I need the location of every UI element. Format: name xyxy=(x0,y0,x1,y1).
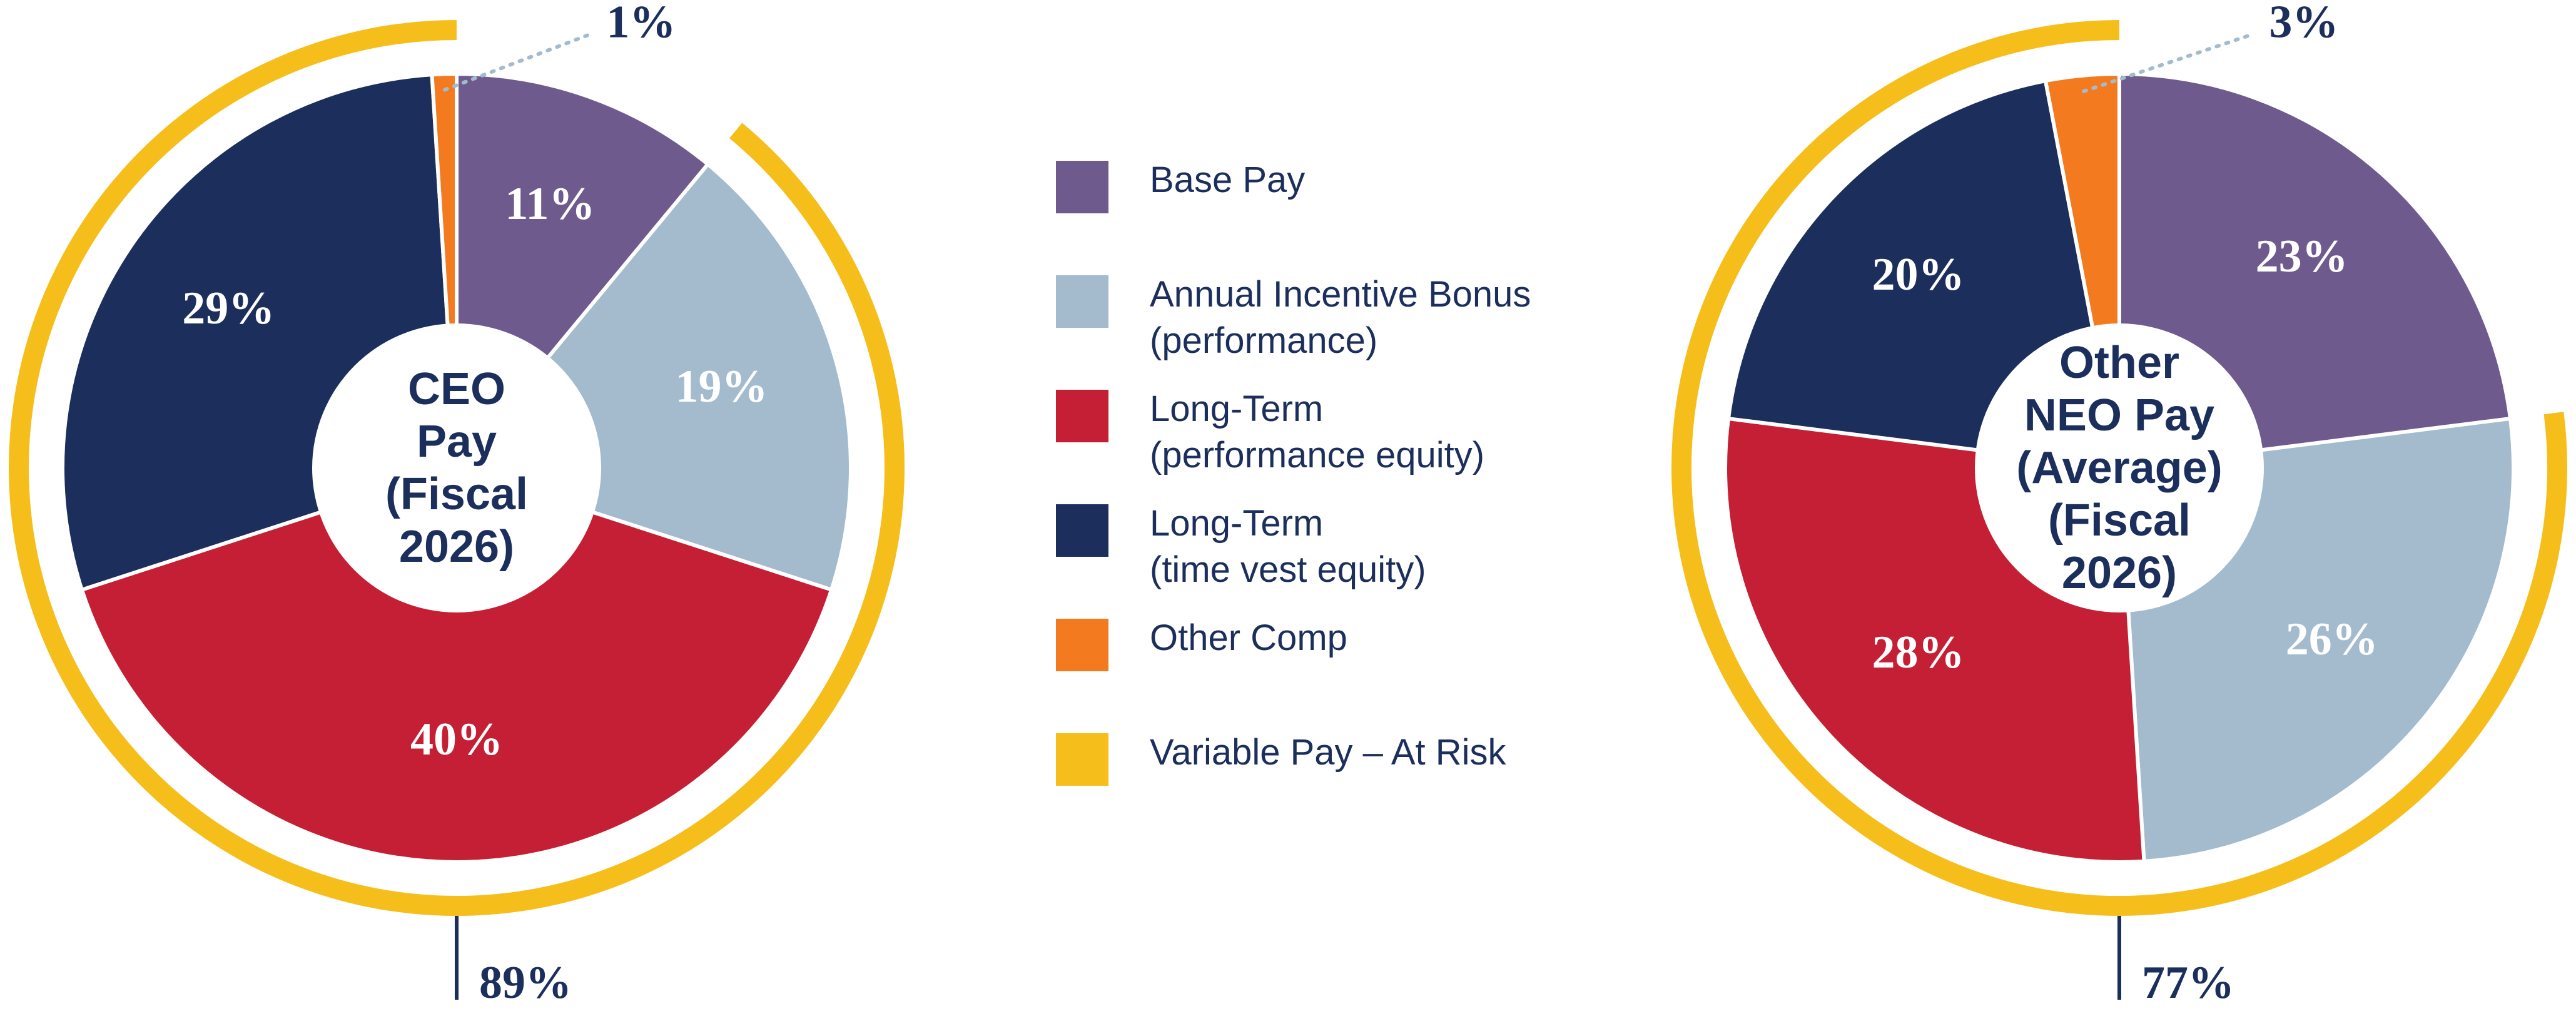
legend-label: Annual Incentive Bonus (performance) xyxy=(1150,274,1531,361)
legend-swatch xyxy=(1056,161,1108,213)
center-hole xyxy=(1975,323,2264,612)
center-title: CEO Pay (Fiscal 2026) xyxy=(385,364,529,572)
leader-line xyxy=(2082,32,2256,93)
pie-slice xyxy=(79,465,834,865)
leader-line xyxy=(443,32,593,92)
slice-label: 20% xyxy=(1872,249,1965,300)
legend-swatch xyxy=(1056,275,1108,328)
slice-label: 19% xyxy=(675,361,768,412)
slice-label: 26% xyxy=(2286,614,2378,665)
variable-pay-arc xyxy=(9,20,905,916)
variable-pay-label: 77% xyxy=(2142,957,2234,1008)
slice-label: 23% xyxy=(2256,231,2348,282)
slice-label: 29% xyxy=(182,283,275,334)
legend-label: Other Comp xyxy=(1150,617,1347,658)
slice-label: 40% xyxy=(410,714,503,765)
legend-label: Base Pay xyxy=(1150,160,1306,200)
legend-label: Variable Pay – At Risk xyxy=(1150,732,1506,773)
legend-swatch xyxy=(1056,390,1108,442)
variable-pay-label: 89% xyxy=(479,957,572,1008)
slice-label: 28% xyxy=(1872,627,1965,678)
legend-label: Long-Term (time vest equity) xyxy=(1150,503,1426,590)
slice-label: 1% xyxy=(606,0,676,48)
variable-pay-arc xyxy=(1671,20,2567,916)
slice-label: 11% xyxy=(505,178,595,230)
legend-swatch xyxy=(1056,619,1108,671)
legend-swatch xyxy=(1056,504,1108,557)
center-title: Other NEO Pay (Average) (Fiscal 2026) xyxy=(2016,338,2223,598)
center-hole xyxy=(312,323,601,612)
slice-label: 3% xyxy=(2269,0,2338,48)
legend-label: Long-Term (performance equity) xyxy=(1150,389,1485,475)
legend-swatch xyxy=(1056,733,1108,786)
